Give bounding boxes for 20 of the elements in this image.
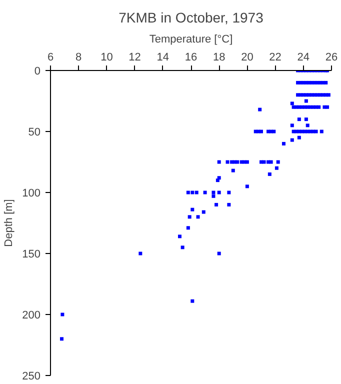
y-axis-title: Depth [m]: [3, 199, 16, 247]
y-tick-label: 100: [22, 188, 41, 200]
y-tick-label: 50: [28, 126, 41, 138]
x-tick-label: 10: [100, 52, 113, 64]
x-tick-label: 20: [241, 52, 254, 64]
x-tick-label: 24: [297, 52, 310, 64]
y-tick-label: 250: [22, 370, 41, 382]
x-tick-label: 12: [128, 52, 141, 64]
x-tick-label: 8: [76, 52, 82, 64]
y-tick-label: 200: [22, 310, 41, 322]
x-axis-title: Temperature [°C]: [149, 34, 233, 46]
x-tick-label: 18: [212, 52, 226, 64]
x-tick-label: 26: [325, 52, 338, 64]
x-tick-label: 16: [184, 52, 198, 64]
x-tick-label: 22: [269, 52, 282, 64]
x-tick-label: 14: [156, 52, 170, 64]
y-tick-label: 0: [34, 66, 41, 78]
x-tick-label: 6: [47, 52, 54, 64]
y-tick-label: 150: [22, 248, 41, 260]
chart-title: 7KMB in October, 1973: [118, 10, 264, 26]
